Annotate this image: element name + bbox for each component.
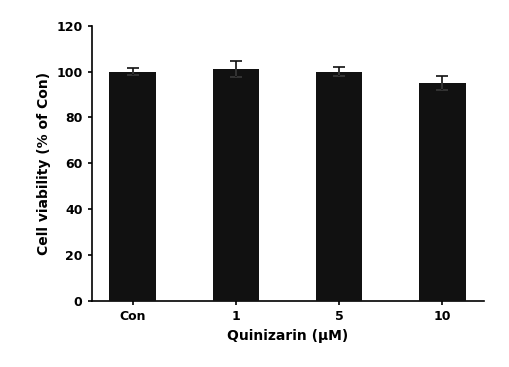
Bar — [109, 72, 156, 301]
X-axis label: Quinizarin (μM): Quinizarin (μM) — [227, 328, 348, 342]
Bar — [213, 69, 259, 301]
Bar — [419, 83, 466, 301]
Bar — [316, 72, 362, 301]
Y-axis label: Cell viability (% of Con): Cell viability (% of Con) — [37, 72, 51, 255]
